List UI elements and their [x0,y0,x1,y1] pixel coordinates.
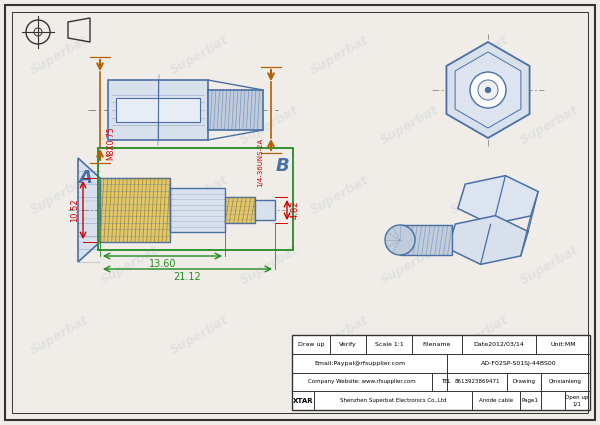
Text: XTAR: XTAR [293,398,313,404]
Bar [100,178,170,242]
Text: Superbat: Superbat [239,103,301,147]
Text: Superbat: Superbat [379,243,442,287]
Polygon shape [448,215,528,264]
Text: AD-F02SP-S01SJ-44BS00: AD-F02SP-S01SJ-44BS00 [481,361,556,366]
Text: Superbat: Superbat [308,33,371,77]
Text: 10.52: 10.52 [70,198,79,222]
Text: Superbat: Superbat [29,173,91,217]
Text: Company Website: www.rfsupplier.com: Company Website: www.rfsupplier.com [308,380,416,384]
Text: Superbat: Superbat [518,243,581,287]
Text: Superbat: Superbat [308,313,371,357]
Text: 8613923869471: 8613923869471 [454,380,500,384]
Text: M8X0.75: M8X0.75 [106,126,115,160]
Text: Superbat: Superbat [449,33,511,77]
Bar [98,148,293,250]
Text: Open up
1/1: Open up 1/1 [565,395,589,406]
Text: 21.12: 21.12 [173,272,202,282]
Text: Scale 1:1: Scale 1:1 [374,342,403,347]
Text: 13.60: 13.60 [149,259,176,269]
Text: Superbat: Superbat [169,313,232,357]
Text: TEL: TEL [441,380,451,384]
Bar [292,335,590,410]
Bar [400,225,452,255]
Circle shape [470,72,506,108]
Polygon shape [458,176,538,224]
Text: Superbat: Superbat [518,103,581,147]
Bar [108,80,208,140]
Text: Superbat: Superbat [449,173,511,217]
Text: Superbat: Superbat [379,103,442,147]
Text: Unit:MM: Unit:MM [550,342,576,347]
Text: Superbat: Superbat [169,173,232,217]
Text: A: A [78,169,92,187]
Text: Superbat: Superbat [169,33,232,77]
Polygon shape [455,52,521,128]
Circle shape [485,88,491,93]
Text: Draw up: Draw up [298,342,324,347]
Polygon shape [446,42,530,138]
Text: 4.82: 4.82 [291,201,300,219]
Text: Superbat: Superbat [98,243,161,287]
Text: Drawing: Drawing [512,380,536,384]
Text: Superbat: Superbat [29,313,91,357]
Bar [208,90,263,130]
Text: Date2012/03/14: Date2012/03/14 [473,342,524,347]
Text: 1/4-36UNS-2A: 1/4-36UNS-2A [257,138,263,187]
Text: Page1: Page1 [521,398,538,403]
Text: Email:Paypal@rfsupplier.com: Email:Paypal@rfsupplier.com [314,361,405,366]
Text: Shenzhen Superbat Electronics Co.,Ltd: Shenzhen Superbat Electronics Co.,Ltd [340,398,446,403]
Text: Filename: Filename [423,342,451,347]
Bar [116,98,200,122]
Polygon shape [78,158,100,262]
Bar [225,197,255,223]
Text: Superbat: Superbat [98,103,161,147]
Text: B: B [276,157,290,175]
Text: Superbat: Superbat [308,173,371,217]
Circle shape [478,80,498,100]
Text: Qinxianleng: Qinxianleng [548,380,581,384]
Text: Verify: Verify [339,342,357,347]
Text: Superbat: Superbat [29,33,91,77]
Circle shape [385,225,415,255]
Text: Superbat: Superbat [449,313,511,357]
Text: Superbat: Superbat [239,243,301,287]
Bar [170,188,225,232]
Bar [255,200,275,220]
Text: Anode cable: Anode cable [479,398,513,403]
